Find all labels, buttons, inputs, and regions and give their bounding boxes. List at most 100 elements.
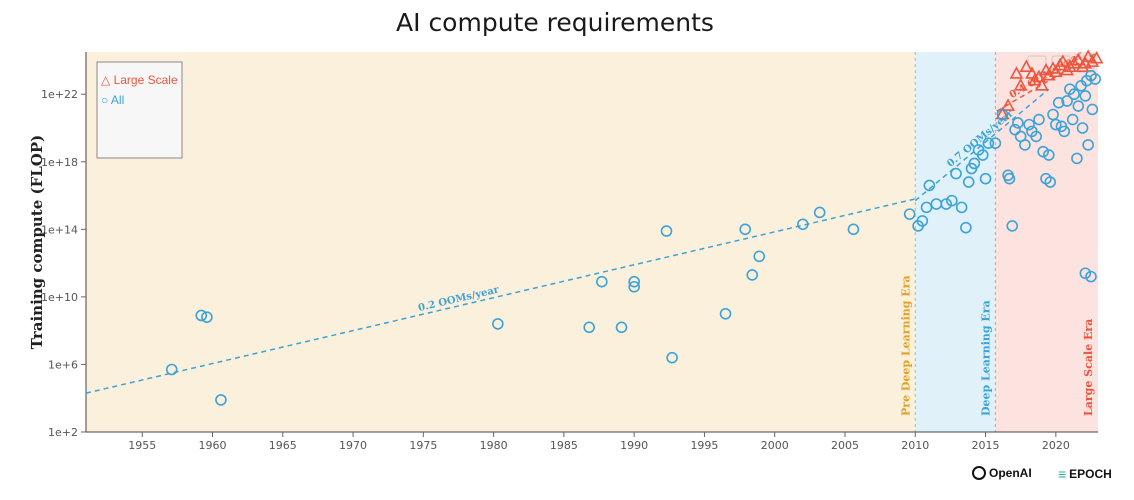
point-all bbox=[628, 275, 640, 288]
x-tick-label: 1955 bbox=[128, 439, 156, 452]
point-all bbox=[940, 198, 953, 210]
y-tick-label: 1e+14 bbox=[41, 223, 78, 236]
y-tick-label: 1e+2 bbox=[48, 426, 78, 439]
point-all bbox=[1066, 113, 1079, 126]
point-all bbox=[916, 215, 929, 227]
point-all bbox=[1044, 176, 1057, 188]
era-band-0 bbox=[86, 52, 916, 432]
epoch-logo-text: EPOCH bbox=[1069, 467, 1112, 481]
point-all bbox=[1079, 90, 1092, 102]
point-all bbox=[1076, 122, 1089, 134]
point-all bbox=[1047, 108, 1059, 121]
x-tick-label: 1980 bbox=[480, 439, 508, 452]
chart-title: AI compute requirements bbox=[396, 8, 714, 37]
reset-icon[interactable] bbox=[1075, 55, 1095, 73]
legend-item-all[interactable]: ○ All bbox=[101, 93, 124, 107]
openai-icon bbox=[972, 466, 986, 480]
point-all bbox=[950, 167, 962, 180]
point-all bbox=[1086, 103, 1099, 116]
point-all bbox=[1072, 100, 1085, 112]
point-all bbox=[1037, 145, 1049, 158]
x-tick-label: 1990 bbox=[620, 439, 648, 452]
era-labels: Pre Deep Learning Era Deep Learning Era La… bbox=[899, 275, 1095, 416]
point-large-scale bbox=[1009, 66, 1024, 79]
point-all bbox=[1071, 152, 1083, 165]
point-large-scale bbox=[1019, 59, 1034, 72]
x-tick-label: 2000 bbox=[761, 439, 789, 452]
point-all bbox=[979, 172, 992, 185]
x-tick-label: 2005 bbox=[831, 439, 859, 452]
era-label-0: Pre Deep Learning Era bbox=[899, 275, 912, 416]
x-tick-label: 1960 bbox=[199, 439, 227, 452]
trend-line-1 bbox=[914, 88, 1050, 202]
epoch-logo: ≡ EPOCH bbox=[1058, 466, 1112, 482]
x-tick-label: 1995 bbox=[690, 439, 718, 452]
point-all bbox=[1033, 113, 1045, 126]
point-all bbox=[1061, 95, 1073, 107]
epoch-icon: ≡ bbox=[1058, 466, 1067, 482]
point-all bbox=[596, 275, 608, 288]
era-band-1 bbox=[915, 52, 996, 432]
point-all bbox=[1019, 139, 1031, 151]
point-all bbox=[753, 250, 766, 263]
era-label-1: Deep Learning Era bbox=[979, 300, 992, 416]
legend-label-large-scale: Large Scale bbox=[114, 73, 178, 87]
x-tick-label: 2010 bbox=[901, 439, 929, 452]
point-all bbox=[1052, 96, 1065, 109]
legend-triangle-icon: △ bbox=[101, 73, 111, 87]
point-all bbox=[746, 269, 759, 281]
x-tick-label: 1965 bbox=[269, 439, 297, 452]
era-band-2 bbox=[995, 52, 1098, 432]
point-large-scale bbox=[1025, 66, 1039, 79]
point-all bbox=[666, 351, 678, 364]
modebar bbox=[1027, 55, 1095, 73]
point-all bbox=[1009, 123, 1021, 136]
point-all bbox=[1023, 118, 1035, 131]
point-all bbox=[946, 194, 958, 207]
point-large-scale bbox=[1075, 59, 1090, 72]
point-all bbox=[660, 225, 673, 237]
point-all bbox=[960, 221, 972, 234]
point-large-scale bbox=[995, 106, 1010, 120]
point-large-scale bbox=[1063, 59, 1077, 72]
point-large-scale bbox=[1060, 62, 1074, 76]
axes: 1955 1960 1965 1970 1975 1980 1985 1990 1995 2000… bbox=[28, 52, 1098, 452]
point-all bbox=[1068, 88, 1080, 101]
point-large-scale bbox=[1089, 51, 1104, 64]
point-all bbox=[1089, 73, 1101, 85]
point-all bbox=[215, 394, 227, 406]
point-all bbox=[976, 149, 989, 161]
point-large-scale bbox=[1056, 54, 1070, 67]
point-all bbox=[1058, 125, 1071, 138]
point-large-scale bbox=[1048, 64, 1063, 78]
point-large-scale bbox=[1081, 49, 1096, 62]
legend-item-large-scale[interactable]: △ Large Scale bbox=[101, 73, 178, 87]
trend-line-0 bbox=[85, 198, 916, 394]
trend-line-2 bbox=[996, 51, 1099, 112]
point-all bbox=[628, 280, 640, 293]
point-all bbox=[989, 137, 1002, 149]
point-large-scale bbox=[1053, 57, 1067, 71]
point-all bbox=[615, 321, 628, 334]
point-all bbox=[719, 307, 732, 320]
point-all bbox=[201, 311, 213, 323]
point-all bbox=[962, 176, 975, 188]
y-tick-label: 1e+22 bbox=[41, 88, 78, 101]
openai-logo-text: OpenAI bbox=[989, 466, 1032, 480]
point-all bbox=[1006, 220, 1019, 232]
point-all bbox=[195, 309, 208, 322]
era-label-2: Large Scale Era bbox=[1082, 319, 1095, 416]
x-tick-label: 2015 bbox=[972, 439, 1000, 452]
point-large-scale bbox=[1071, 52, 1086, 66]
point-all bbox=[903, 208, 916, 220]
download-icon[interactable] bbox=[1051, 55, 1071, 73]
point-large-scale bbox=[1067, 56, 1081, 69]
point-all bbox=[1085, 270, 1097, 283]
point-all bbox=[1079, 267, 1092, 280]
camera-icon[interactable] bbox=[1027, 55, 1047, 73]
point-all bbox=[797, 218, 809, 231]
x-tick-label: 1975 bbox=[409, 439, 437, 452]
y-tick-label: 1e+10 bbox=[41, 291, 78, 304]
y-tick-label: 1e+18 bbox=[41, 156, 78, 169]
x-tick-label: 1985 bbox=[550, 439, 578, 452]
